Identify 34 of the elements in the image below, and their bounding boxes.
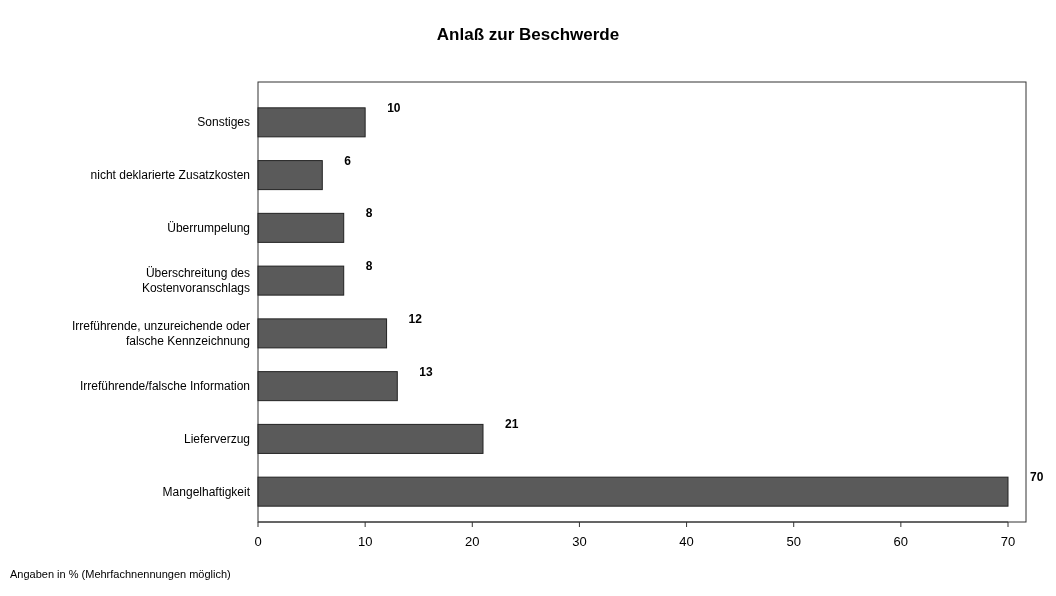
bar bbox=[257, 476, 1009, 507]
y-tick-label: Lieferverzug bbox=[183, 431, 250, 446]
bar bbox=[257, 371, 398, 402]
x-tick-label: 10 bbox=[357, 534, 373, 549]
x-tick-label: 70 bbox=[1000, 534, 1016, 549]
bar bbox=[257, 318, 388, 349]
data-label: 70 bbox=[1030, 470, 1044, 485]
data-label: 12 bbox=[408, 311, 423, 326]
bar bbox=[257, 160, 323, 191]
y-tick-label: Überschreitung des Kostenvoranschlags bbox=[141, 266, 250, 296]
x-tick-label: 40 bbox=[679, 534, 694, 549]
text: Angaben in % (Mehrfachnennungen möglich) bbox=[10, 568, 231, 580]
x-tick-label: 30 bbox=[572, 534, 587, 549]
bar bbox=[257, 107, 366, 138]
data-label: 8 bbox=[365, 206, 373, 221]
data-label: 10 bbox=[387, 100, 401, 115]
y-tick-label: Irreführende/falsche Information bbox=[79, 379, 250, 394]
x-tick-label: 0 bbox=[254, 534, 262, 549]
bar bbox=[257, 212, 345, 243]
y-tick-label: Sonstiges bbox=[197, 115, 250, 130]
bar bbox=[257, 423, 484, 454]
chart-title: Anlaß zur Beschwerde bbox=[436, 25, 620, 44]
x-tick-label: 50 bbox=[786, 534, 801, 549]
bar bbox=[257, 265, 345, 296]
data-label: 8 bbox=[365, 259, 373, 274]
y-tick-label: Mangelhaftigkeit bbox=[162, 484, 251, 499]
data-label: 6 bbox=[344, 153, 352, 168]
data-label: 21 bbox=[505, 417, 519, 432]
x-tick-label: 60 bbox=[893, 534, 909, 549]
x-tick-label: 20 bbox=[465, 534, 480, 549]
y-tick-label: Irreführende, unzureichende oder falsche Kennzeichnung bbox=[71, 318, 250, 348]
data-label: 13 bbox=[419, 364, 433, 379]
y-tick-label: nicht deklarierte Zusatzkosten bbox=[90, 168, 250, 183]
y-tick-label: Überrumpelung bbox=[167, 220, 250, 235]
